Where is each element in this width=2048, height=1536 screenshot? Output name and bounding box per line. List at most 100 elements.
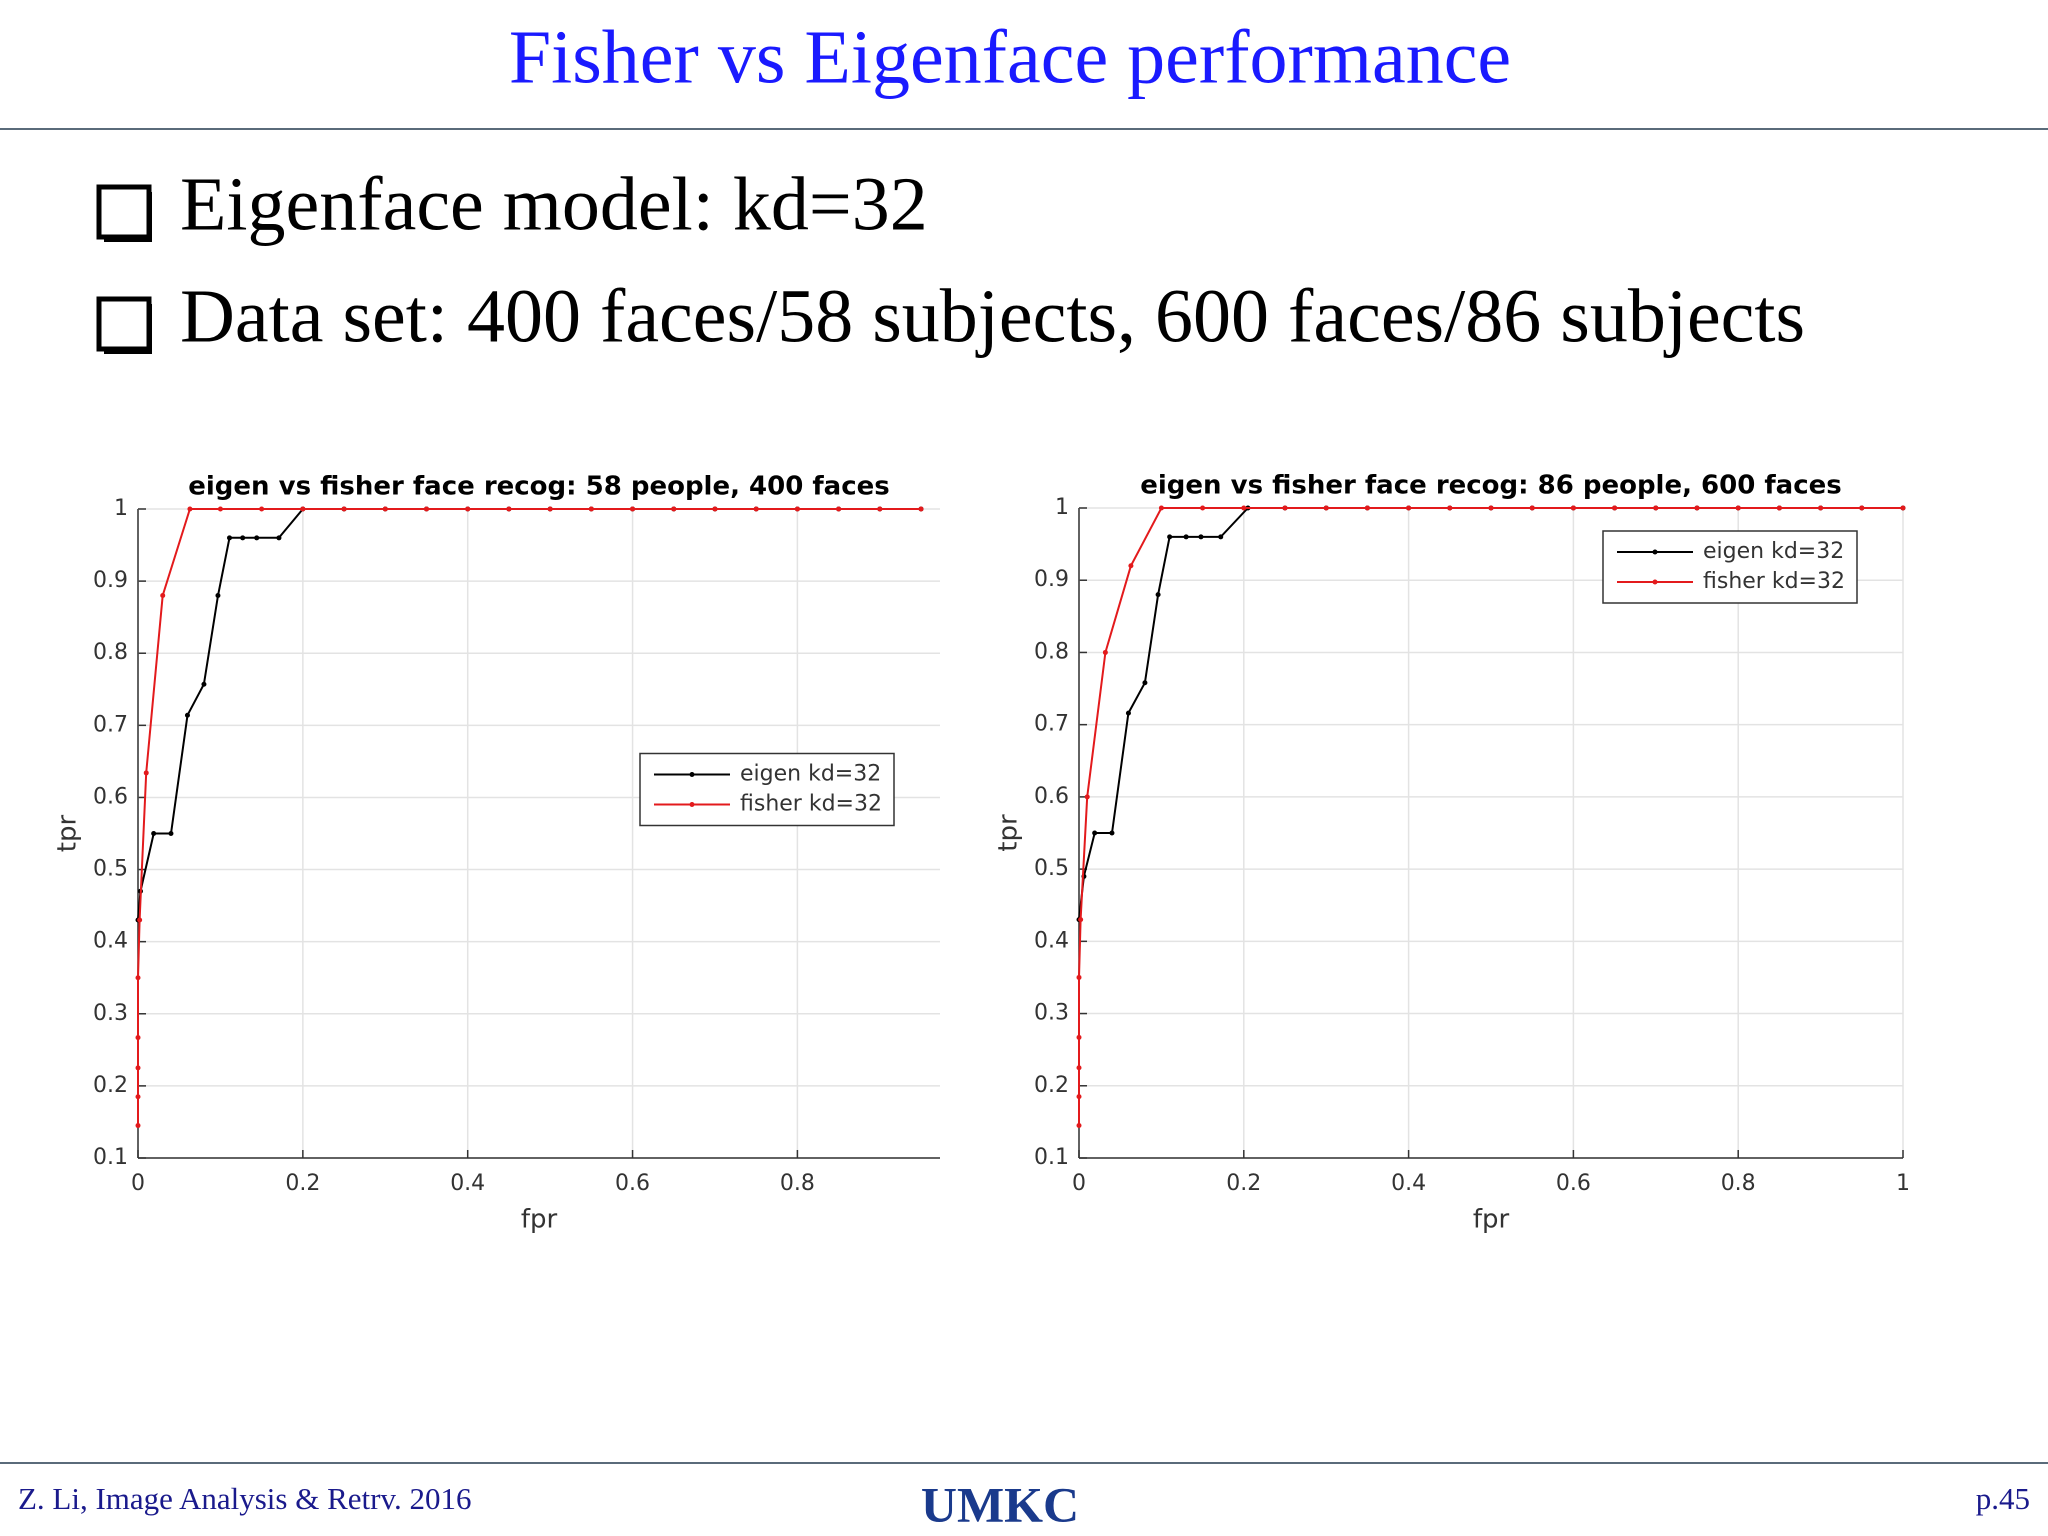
point: [1102, 649, 1108, 655]
point: [1092, 830, 1098, 836]
point: [836, 506, 842, 512]
point: [1167, 534, 1173, 540]
y-tick-label: 0.7: [1034, 712, 1069, 737]
x-tick-label: 0.2: [285, 1171, 320, 1196]
point: [135, 1123, 141, 1129]
point: [137, 917, 143, 923]
point: [184, 712, 190, 718]
y-tick-label: 0.5: [93, 857, 128, 882]
legend-marker: [1652, 579, 1658, 585]
point: [135, 1065, 141, 1071]
point: [382, 506, 388, 512]
point: [547, 506, 553, 512]
point: [465, 506, 471, 512]
point: [240, 535, 246, 541]
point: [1776, 505, 1782, 511]
point: [168, 831, 174, 836]
point: [1323, 505, 1329, 511]
y-tick-label: 0.6: [1034, 784, 1069, 809]
point: [1900, 505, 1906, 511]
point: [300, 506, 306, 512]
y-tick-label: 1: [1055, 495, 1069, 520]
x-tick-label: 0.2: [1226, 1171, 1261, 1196]
point: [151, 831, 157, 836]
point: [671, 506, 677, 512]
point: [1200, 505, 1206, 511]
point: [1078, 917, 1084, 923]
bullet-text: Eigenface model: kd=32: [180, 162, 928, 246]
point: [187, 506, 193, 512]
point: [423, 506, 429, 512]
legend-label: eigen kd=32: [740, 762, 881, 787]
point: [712, 506, 718, 512]
x-tick-label: 0.8: [780, 1171, 815, 1196]
y-tick-label: 0.1: [1034, 1145, 1069, 1170]
point: [1076, 974, 1082, 980]
point: [1084, 794, 1090, 800]
point: [1282, 505, 1288, 511]
legend-box: [639, 752, 895, 827]
point: [226, 535, 232, 541]
y-tick-label: 0.9: [1034, 567, 1069, 592]
point: [753, 506, 759, 512]
x-axis-label: fpr: [521, 1205, 558, 1235]
point: [1694, 505, 1700, 511]
bullet-shadow: [147, 192, 152, 242]
point: [630, 506, 636, 512]
point: [1076, 1034, 1082, 1040]
bullet-shadow: [147, 304, 152, 354]
point: [1158, 505, 1164, 511]
legend-label: eigen kd=32: [1703, 539, 1844, 564]
logo: UMKC: [921, 1476, 1079, 1532]
bullet-text: Data set: 400 faces/58 subjects, 600 fac…: [180, 274, 1805, 358]
point: [1076, 1065, 1082, 1071]
point: [1218, 534, 1224, 540]
y-tick-label: 0.4: [93, 929, 128, 954]
y-axis-label: tpr: [53, 814, 83, 852]
legend-marker: [689, 772, 695, 777]
point: [1488, 505, 1494, 511]
y-tick-label: 0.5: [1034, 856, 1069, 881]
y-tick-label: 0.3: [1034, 1001, 1069, 1026]
y-tick-label: 0.3: [93, 1001, 128, 1026]
legend-label: fisher kd=32: [740, 792, 882, 817]
point: [1109, 830, 1115, 836]
x-tick-label: 1: [1896, 1171, 1910, 1196]
legend-label: fisher kd=32: [1703, 569, 1845, 594]
point: [143, 770, 149, 776]
point: [276, 535, 282, 541]
y-tick-label: 0.2: [93, 1073, 128, 1098]
point: [259, 506, 265, 512]
legend-box: [1602, 530, 1858, 604]
x-tick-label: 0.4: [1391, 1171, 1426, 1196]
point: [215, 593, 221, 599]
point: [1859, 505, 1865, 511]
point: [1364, 505, 1370, 511]
bullet-shadow: [104, 237, 152, 242]
point: [1735, 505, 1741, 511]
point: [1183, 534, 1189, 540]
point: [1653, 505, 1659, 511]
point: [1447, 505, 1453, 511]
point: [1128, 563, 1134, 569]
y-tick-label: 0.8: [1034, 639, 1069, 664]
point: [1612, 505, 1618, 511]
y-axis-label: tpr: [994, 814, 1024, 852]
point: [1529, 505, 1535, 511]
point: [1142, 680, 1148, 686]
y-tick-label: 0.2: [1034, 1073, 1069, 1098]
point: [341, 506, 347, 512]
point: [135, 975, 141, 981]
point: [1076, 1094, 1082, 1100]
x-tick-label: 0: [1072, 1171, 1086, 1196]
x-tick-label: 0.8: [1721, 1171, 1756, 1196]
y-tick-label: 0.6: [93, 784, 128, 809]
y-tick-label: 0.7: [93, 712, 128, 737]
point: [918, 506, 924, 512]
point: [160, 593, 166, 599]
point: [1155, 592, 1161, 598]
x-tick-label: 0.6: [1556, 1171, 1591, 1196]
